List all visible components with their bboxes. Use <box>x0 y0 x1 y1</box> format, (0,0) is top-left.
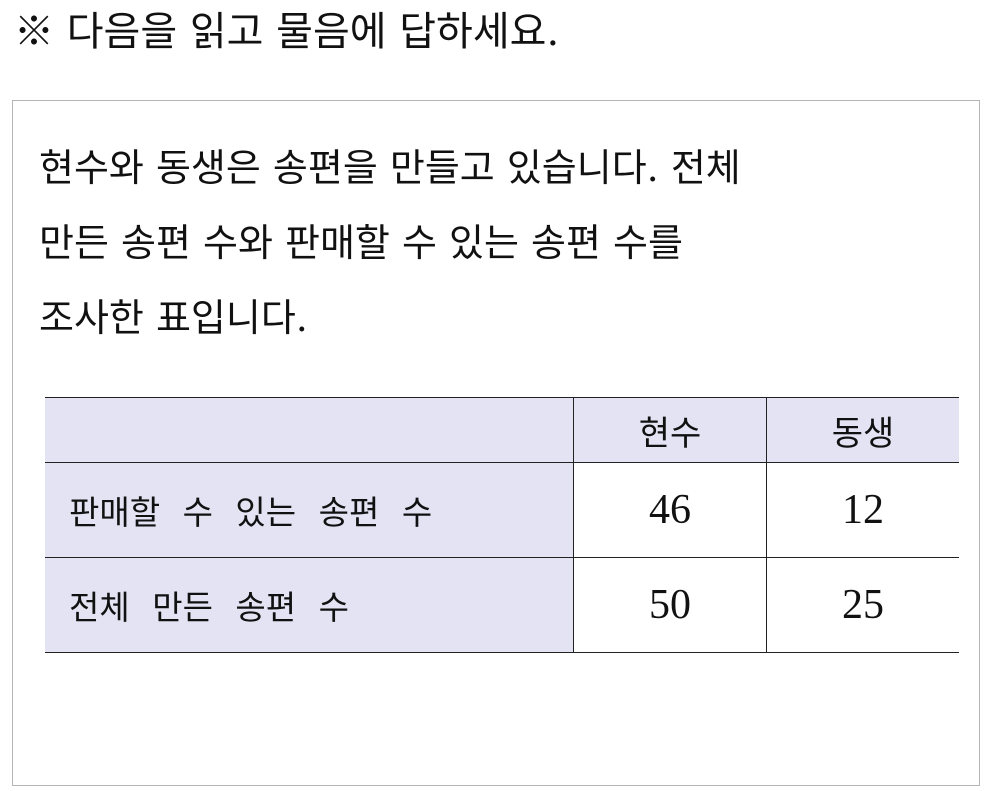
problem-box: 현수와 동생은 송편을 만들고 있습니다. 전체 만든 송편 수와 판매할 수 … <box>12 100 980 786</box>
problem-line: 현수와 동생은 송편을 만들고 있습니다. 전체 <box>39 146 741 190</box>
songpyeon-table: 현수 동생 판매할 수 있는 송편 수 46 12 전체 만든 송편 수 50 … <box>45 397 959 653</box>
header-cell-empty <box>45 397 574 463</box>
table-cell: 25 <box>766 557 959 653</box>
table-row: 전체 만든 송편 수 50 25 <box>45 557 959 653</box>
problem-text: 현수와 동생은 송편을 만들고 있습니다. 전체 만든 송편 수와 판매할 수 … <box>39 131 959 356</box>
header-cell-hyunsu: 현수 <box>573 397 767 463</box>
table-header-row: 현수 동생 <box>45 397 959 463</box>
instruction-text: ※ 다음을 읽고 물음에 답하세요. <box>14 9 560 55</box>
table-cell: 12 <box>766 462 959 558</box>
table-cell: 50 <box>573 557 767 653</box>
table-row: 판매할 수 있는 송편 수 46 12 <box>45 462 959 558</box>
header-cell-sibling: 동생 <box>766 397 959 463</box>
problem-line: 조사한 표입니다. <box>39 296 308 340</box>
table-cell: 46 <box>573 462 767 558</box>
row-label: 판매할 수 있는 송편 수 <box>45 462 574 558</box>
row-label: 전체 만든 송편 수 <box>45 557 574 653</box>
problem-line: 만든 송편 수와 판매할 수 있는 송편 수를 <box>39 221 683 265</box>
